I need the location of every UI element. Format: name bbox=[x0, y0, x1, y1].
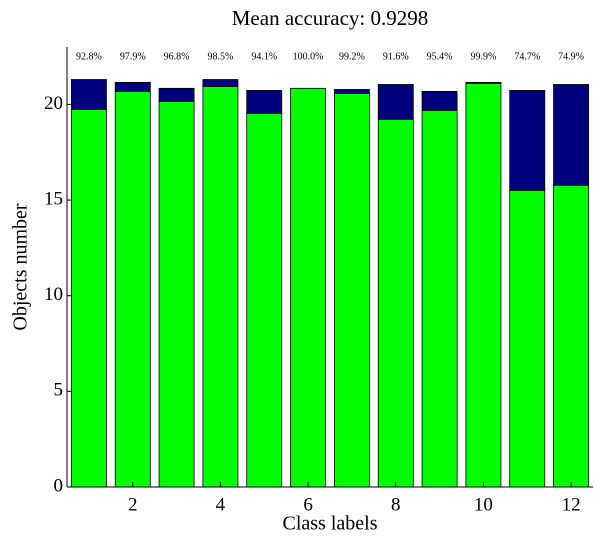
x-tick-label: 6 bbox=[303, 494, 313, 515]
bar-segment bbox=[421, 109, 458, 488]
accuracy-label: 100.0% bbox=[293, 51, 324, 62]
accuracy-label: 95.4% bbox=[427, 51, 453, 62]
accuracy-label: 74.7% bbox=[514, 51, 540, 62]
x-axis-label: Class labels bbox=[283, 513, 378, 535]
y-tick-label: 10 bbox=[44, 284, 63, 305]
bar-segment bbox=[246, 112, 283, 488]
accuracy-label: 94.1% bbox=[251, 51, 277, 62]
bar-segment bbox=[509, 189, 546, 488]
bar-segment bbox=[553, 84, 590, 186]
accuracy-label: 99.9% bbox=[470, 51, 496, 62]
x-tick-label: 2 bbox=[128, 494, 138, 515]
bar-segment bbox=[202, 86, 239, 488]
bar-segment bbox=[465, 81, 502, 84]
y-axis-label: Objects number bbox=[10, 203, 32, 331]
y-tick-label: 15 bbox=[44, 188, 63, 209]
y-tick-label: 20 bbox=[44, 93, 63, 114]
bar-segment bbox=[158, 100, 195, 488]
x-tick-label: 8 bbox=[391, 494, 401, 515]
bar-segment bbox=[202, 79, 239, 87]
bar-segment bbox=[70, 79, 107, 110]
accuracy-label: 91.6% bbox=[383, 51, 409, 62]
accuracy-label: 92.8% bbox=[76, 51, 102, 62]
chart-title: Mean accuracy: 0.9298 bbox=[232, 6, 429, 30]
bar-segment bbox=[333, 89, 370, 94]
bar-segment bbox=[377, 84, 414, 120]
bar-segment bbox=[465, 82, 502, 488]
x-tick-label: 4 bbox=[216, 494, 226, 515]
x-tick-label: 10 bbox=[474, 494, 493, 515]
bar-segment bbox=[246, 90, 283, 114]
accuracy-label: 99.2% bbox=[339, 51, 365, 62]
bar-segment bbox=[290, 87, 327, 488]
accuracy-label: 74.9% bbox=[558, 51, 584, 62]
accuracy-label: 97.9% bbox=[120, 51, 146, 62]
bar-segment bbox=[114, 81, 151, 92]
bar-segment bbox=[553, 184, 590, 488]
bar-segment bbox=[377, 118, 414, 488]
y-tick-label: 5 bbox=[54, 380, 64, 401]
bar-segment bbox=[158, 87, 195, 102]
accuracy-label: 98.5% bbox=[207, 51, 233, 62]
y-tick-label: 0 bbox=[54, 475, 64, 496]
x-tick-label: 12 bbox=[562, 494, 581, 515]
bar-segment bbox=[114, 90, 151, 488]
bar-segment bbox=[421, 90, 458, 111]
bar-segment bbox=[509, 90, 546, 191]
bar-segment bbox=[70, 108, 107, 488]
accuracy-label: 96.8% bbox=[164, 51, 190, 62]
bar-segment bbox=[333, 93, 370, 488]
